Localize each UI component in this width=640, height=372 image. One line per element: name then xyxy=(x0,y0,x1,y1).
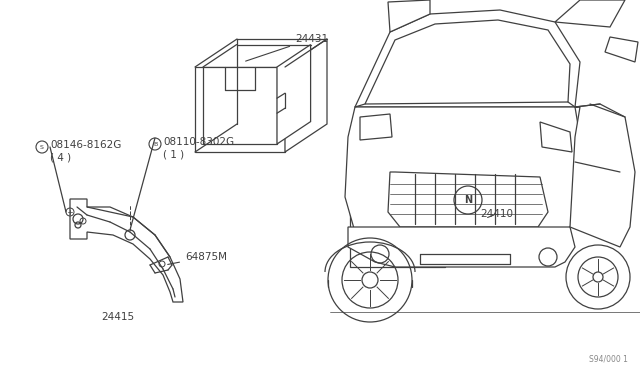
Text: 24415: 24415 xyxy=(101,312,134,322)
Text: ( 4 ): ( 4 ) xyxy=(50,152,71,162)
Polygon shape xyxy=(388,0,430,32)
Polygon shape xyxy=(555,0,625,27)
Text: N: N xyxy=(464,195,472,205)
Text: 08110-8302G: 08110-8302G xyxy=(163,137,234,147)
Polygon shape xyxy=(605,37,638,62)
Polygon shape xyxy=(203,67,277,144)
Text: S: S xyxy=(40,144,44,150)
Text: ( 1 ): ( 1 ) xyxy=(163,149,184,159)
Text: 08146-8162G: 08146-8162G xyxy=(50,140,122,150)
Text: 24431: 24431 xyxy=(246,34,328,61)
Polygon shape xyxy=(277,45,310,144)
Polygon shape xyxy=(345,107,585,247)
Text: B: B xyxy=(153,141,157,147)
Polygon shape xyxy=(355,10,580,107)
Polygon shape xyxy=(388,172,548,227)
Polygon shape xyxy=(360,114,392,140)
Polygon shape xyxy=(350,170,483,192)
Polygon shape xyxy=(360,179,405,189)
Text: 64875M: 64875M xyxy=(168,252,227,264)
Polygon shape xyxy=(540,122,572,152)
Text: S94/000 1: S94/000 1 xyxy=(589,355,628,364)
Polygon shape xyxy=(445,170,483,267)
Polygon shape xyxy=(70,199,183,302)
Polygon shape xyxy=(350,192,445,267)
Polygon shape xyxy=(285,39,327,152)
Polygon shape xyxy=(570,104,635,247)
Polygon shape xyxy=(348,227,575,267)
Polygon shape xyxy=(398,179,443,189)
Text: 24410: 24410 xyxy=(480,209,513,219)
Polygon shape xyxy=(360,189,388,195)
Polygon shape xyxy=(398,189,426,195)
